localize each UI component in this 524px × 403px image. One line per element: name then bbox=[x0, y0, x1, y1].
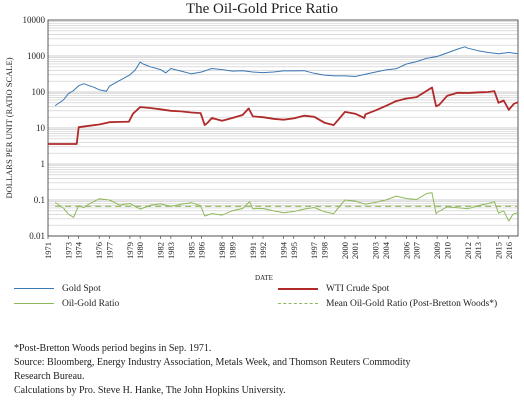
x-tick-label: 1998 bbox=[319, 242, 329, 259]
x-tick-label: 1974 bbox=[74, 241, 84, 259]
legend-item-gold: Gold Spot bbox=[14, 283, 101, 295]
x-tick-label: 2004 bbox=[381, 241, 391, 259]
x-tick-label: 2007 bbox=[412, 242, 422, 259]
chart-notes: *Post-Bretton Woods period begins in Sep… bbox=[14, 342, 514, 398]
y-axis-label: DOLLARS PER UNIT (RATIO SCALE) bbox=[4, 57, 14, 198]
series bbox=[48, 46, 519, 222]
note-source-cont: Research Bureau. bbox=[14, 371, 85, 382]
x-tick-label: 1989 bbox=[227, 242, 237, 259]
legend-label-oil: WTI Crude Spot bbox=[326, 284, 390, 294]
x-tick-label: 1979 bbox=[125, 242, 135, 259]
x-tick-label: 1995 bbox=[289, 242, 299, 259]
x-tick-label: 2013 bbox=[473, 242, 483, 259]
x-tick-label: 1994 bbox=[279, 241, 289, 259]
note-bretton-woods: *Post-Bretton Woods period begins in Sep… bbox=[14, 343, 212, 354]
note-calculations: Calculations by Pro. Steve H. Hanke, The… bbox=[14, 385, 286, 396]
x-tick-label: 1980 bbox=[135, 242, 145, 259]
y-tick-label: 1 bbox=[41, 159, 46, 169]
x-tick-label: 1976 bbox=[94, 242, 104, 259]
x-tick-label: 2000 bbox=[340, 242, 350, 259]
chart-title: The Oil-Gold Price Ratio bbox=[185, 1, 339, 17]
y-tick-label: 10000 bbox=[23, 15, 46, 25]
y-tick-label: 0.01 bbox=[29, 231, 45, 241]
legend-swatch-gold bbox=[14, 288, 54, 290]
x-tick-label: 2003 bbox=[371, 242, 381, 259]
x-axis-label: DATE bbox=[255, 274, 273, 282]
series-line-oil-gold-ratio bbox=[54, 192, 519, 222]
legend-label-ratio: Oil-Gold Ratio bbox=[62, 299, 120, 309]
plot-frame bbox=[47, 19, 519, 237]
y-tick-label: 10 bbox=[36, 123, 46, 133]
y-tick-label: 0.1 bbox=[34, 195, 45, 205]
x-tick-label: 2015 bbox=[494, 242, 504, 259]
x-tick-label: 1986 bbox=[197, 242, 207, 259]
y-axis-ticks: 10000 1000 100 10 1 0.1 0.01 bbox=[23, 15, 46, 241]
legend-swatch-mean-ratio bbox=[278, 303, 318, 305]
x-tick-label: 1992 bbox=[258, 242, 268, 259]
legend-item-ratio: Oil-Gold Ratio bbox=[14, 298, 119, 310]
y-tick-label: 1000 bbox=[27, 51, 46, 61]
x-tick-label: 2001 bbox=[350, 242, 360, 259]
x-tick-label: 2012 bbox=[463, 242, 473, 259]
legend-swatch-ratio bbox=[14, 303, 54, 305]
x-tick-label: 1983 bbox=[166, 242, 176, 259]
x-tick-label: 1991 bbox=[248, 242, 258, 259]
x-tick-label: 1997 bbox=[309, 242, 319, 259]
x-tick-label: 1973 bbox=[63, 242, 73, 259]
x-tick-label: 1977 bbox=[104, 242, 114, 259]
y-tick-label: 100 bbox=[32, 87, 46, 97]
x-tick-label: 2006 bbox=[401, 242, 411, 259]
x-tick-label: 1985 bbox=[186, 242, 196, 259]
series-line-wti-crude-spot bbox=[48, 86, 519, 145]
legend-item-oil: WTI Crude Spot bbox=[278, 283, 389, 295]
x-tick-label: 2016 bbox=[504, 242, 514, 259]
legend-item-mean-ratio: Mean Oil-Gold Ratio (Post-Bretton Woods*… bbox=[278, 298, 497, 310]
x-tick-label: 1988 bbox=[217, 242, 227, 259]
x-tick-label: 1982 bbox=[156, 242, 166, 259]
legend-label-gold: Gold Spot bbox=[62, 284, 101, 294]
x-tick-label: 2010 bbox=[442, 242, 452, 259]
grid bbox=[48, 21, 518, 237]
series-line-gold-spot bbox=[54, 46, 519, 107]
x-tick-label: 1971 bbox=[43, 242, 53, 259]
note-source: Source: Bloomberg, Energy Industry Assoc… bbox=[14, 357, 411, 368]
legend-swatch-oil bbox=[278, 287, 318, 290]
x-axis-ticks: 1971 1973 1974 1976 1977 1979 1980 1982 1983 1985… bbox=[43, 236, 514, 259]
x-tick-label: 2009 bbox=[432, 242, 442, 259]
legend-label-mean-ratio: Mean Oil-Gold Ratio (Post-Bretton Woods*… bbox=[326, 299, 498, 309]
